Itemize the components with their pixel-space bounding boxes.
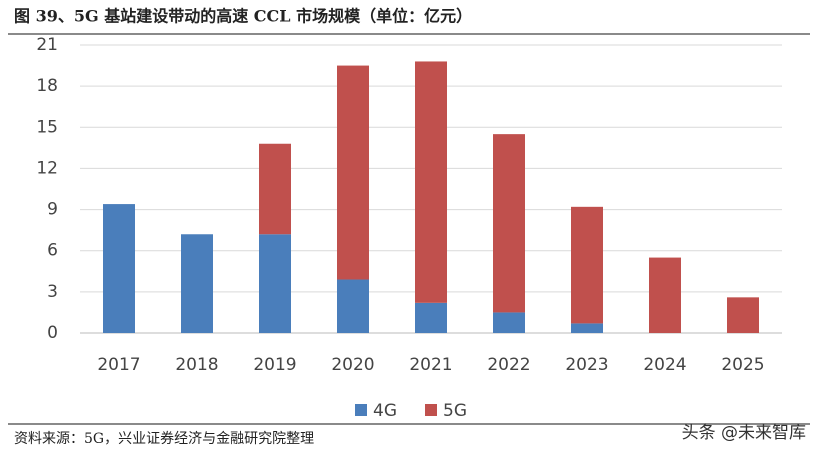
bar-segment [181,234,213,333]
legend-label: 5G [443,401,467,421]
bar-segment [337,65,369,280]
bar-segment [493,134,525,313]
bar-segment [415,302,447,333]
bar-segment [493,312,525,333]
bar-segment [415,61,447,303]
watermark: 头条 @未来智库 [682,423,806,443]
x-tick-label: 2018 [175,355,218,375]
y-tick-label: 6 [47,241,58,261]
bar-segment [259,234,291,333]
y-tick-label: 18 [36,76,58,96]
x-tick-label: 2019 [253,355,296,375]
bar-segment [571,206,603,324]
x-tick-label: 2017 [97,355,140,375]
y-tick-label: 21 [36,35,58,55]
y-tick-label: 9 [47,200,58,220]
x-tick-label: 2024 [643,355,686,375]
bar-segment [727,297,759,333]
x-tick-label: 2022 [487,355,530,375]
bar-segment [103,204,135,333]
y-tick-label: 12 [36,158,58,178]
y-tick-label: 15 [36,117,58,137]
x-tick-label: 2021 [409,355,452,375]
bar-segment [259,143,291,235]
chart-title: 图 39、5G 基站建设带动的高速 CCL 市场规模（单位：亿元） [14,7,472,26]
x-tick-label: 2025 [721,355,764,375]
legend-swatch [425,404,437,416]
x-tick-label: 2020 [331,355,374,375]
source-note: 资料来源：5G，兴业证券经济与金融研究院整理 [14,431,314,447]
bar-segment [337,279,369,333]
legend-swatch [355,404,367,416]
x-tick-label: 2023 [565,355,608,375]
bar-segment [649,257,681,333]
y-tick-label: 0 [47,323,58,343]
y-tick-label: 3 [47,282,58,302]
legend-label: 4G [373,401,397,421]
bar-segment [571,323,603,333]
